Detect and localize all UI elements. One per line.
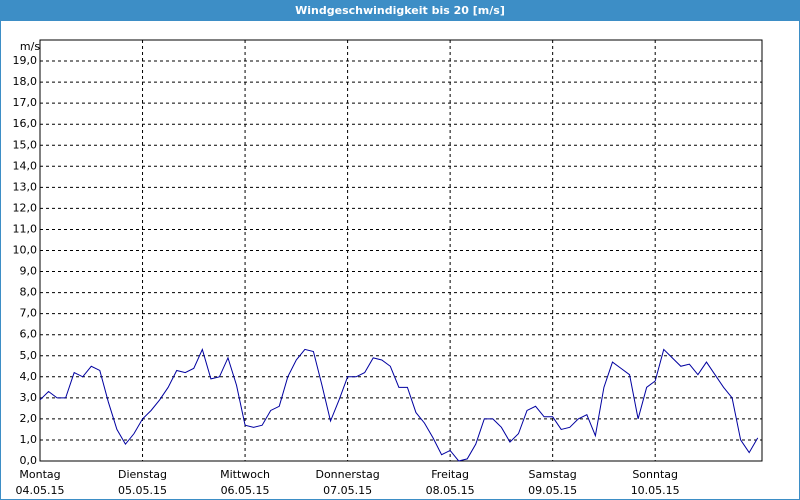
y-tick-label: 13,0 xyxy=(13,180,38,193)
x-tick-date: 09.05.15 xyxy=(528,484,577,497)
title-bar xyxy=(0,0,800,21)
y-tick-label: 17,0 xyxy=(13,96,38,109)
y-unit: m/s xyxy=(20,40,40,53)
y-tick-label: 18,0 xyxy=(13,75,38,88)
x-tick-date: 04.05.15 xyxy=(16,484,65,497)
y-tick-label: 0,0 xyxy=(20,454,38,467)
x-tick-label: Montag xyxy=(19,468,60,481)
y-tick-label: 11,0 xyxy=(13,222,38,235)
x-tick-label: Donnerstag xyxy=(315,468,379,481)
y-tick-label: 7,0 xyxy=(20,307,38,320)
y-tick-label: 6,0 xyxy=(20,328,38,341)
x-tick-date: 05.05.15 xyxy=(118,484,167,497)
x-tick-label: Samstag xyxy=(529,468,577,481)
y-tick-label: 12,0 xyxy=(13,201,38,214)
x-tick-date: 10.05.15 xyxy=(631,484,680,497)
x-tick-label: Mittwoch xyxy=(220,468,270,481)
x-tick-label: Dienstag xyxy=(118,468,167,481)
x-tick-label: Sonntag xyxy=(632,468,678,481)
y-tick-label: 3,0 xyxy=(20,391,38,404)
x-tick-date: 08.05.15 xyxy=(426,484,475,497)
data-line xyxy=(39,347,759,462)
y-tick-label: 15,0 xyxy=(13,138,38,151)
x-tick-date: 07.05.15 xyxy=(323,484,372,497)
y-tick-label: 19,0 xyxy=(13,54,38,67)
y-tick-label: 16,0 xyxy=(13,117,38,130)
y-tick-label: 14,0 xyxy=(13,159,38,172)
chart-title: Windgeschwindigkeit bis 20 [m/s] xyxy=(295,4,505,17)
y-tick-label: 1,0 xyxy=(20,433,38,446)
x-tick-date: 06.05.15 xyxy=(221,484,270,497)
x-tick-label: Freitag xyxy=(431,468,469,481)
y-tick-label: 4,0 xyxy=(20,370,38,383)
y-tick-label: 8,0 xyxy=(20,286,38,299)
y-tick-label: 9,0 xyxy=(20,265,38,278)
y-tick-label: 5,0 xyxy=(20,349,38,362)
y-tick-label: 2,0 xyxy=(20,412,38,425)
y-tick-label: 10,0 xyxy=(13,244,38,257)
